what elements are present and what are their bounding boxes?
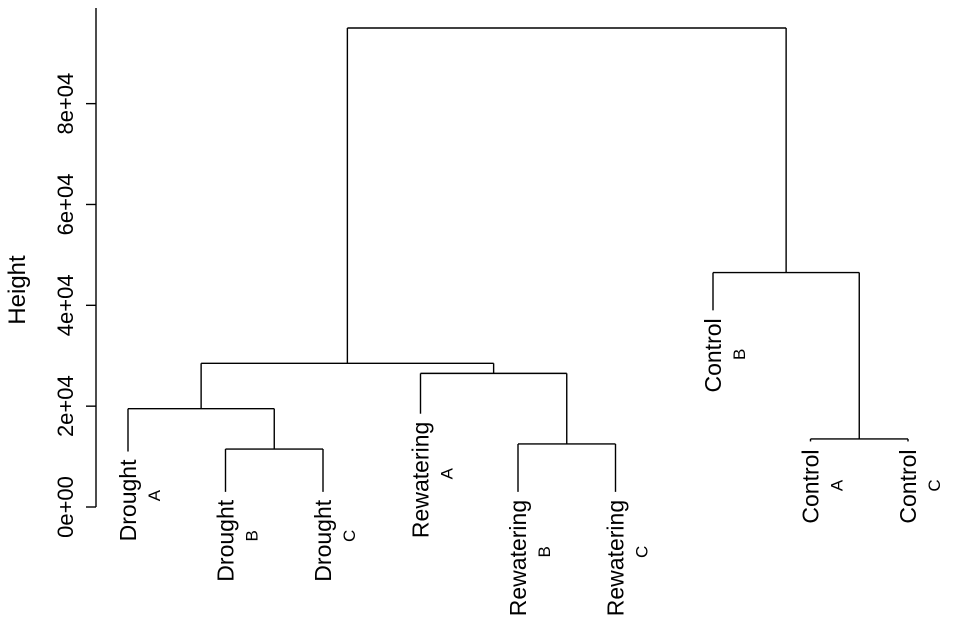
leaf-sub-label: A — [145, 489, 164, 501]
leaf-label-drought-c: Drought C — [310, 499, 359, 581]
leaf-sub-label: B — [730, 349, 749, 360]
y-axis: 0e+00 2e+04 4e+04 6e+04 8e+04 — [53, 8, 97, 538]
y-tick-label: 2e+04 — [53, 375, 78, 437]
leaf-label-control-b: Control B — [700, 318, 749, 392]
y-tick-label: 6e+04 — [53, 174, 78, 236]
leaf-name: Drought — [310, 499, 336, 581]
leaf-name: Control — [895, 449, 921, 523]
leaf-label-rewatering-c: Rewatering C — [603, 500, 652, 616]
leaf-name: Drought — [115, 459, 141, 541]
dendrogram-branches — [127, 27, 909, 492]
leaf-sub-label: B — [535, 546, 554, 557]
y-tick-label: 8e+04 — [53, 73, 78, 135]
leaf-name: Control — [700, 318, 726, 392]
y-tick-label: 0e+00 — [53, 476, 78, 538]
leaf-sub-label: C — [633, 546, 652, 558]
y-tick-label: 4e+04 — [53, 274, 78, 336]
leaf-label-control-a: Control A — [798, 449, 847, 523]
leaf-label-drought-a: Drought A — [115, 459, 164, 541]
leaf-name: Rewatering — [603, 500, 629, 616]
leaf-sub-label: B — [243, 530, 262, 541]
leaf-sub-label: C — [925, 479, 944, 491]
leaf-name: Rewatering — [505, 500, 531, 616]
leaf-sub-label: C — [340, 530, 359, 542]
leaf-name: Drought — [213, 499, 239, 581]
leaf-label-rewatering-a: Rewatering A — [408, 422, 457, 538]
leaf-sub-label: A — [438, 467, 457, 479]
leaf-name: Rewatering — [408, 422, 434, 538]
y-axis-label: Height — [4, 255, 31, 325]
leaf-sub-label: A — [828, 479, 847, 491]
y-axis-ticks: 0e+00 2e+04 4e+04 6e+04 8e+04 — [53, 73, 96, 538]
leaf-name: Control — [798, 449, 824, 523]
leaf-label-drought-b: Drought B — [213, 499, 262, 581]
leaf-label-control-c: Control C — [895, 449, 944, 523]
leaf-label-rewatering-b: Rewatering B — [505, 500, 554, 616]
